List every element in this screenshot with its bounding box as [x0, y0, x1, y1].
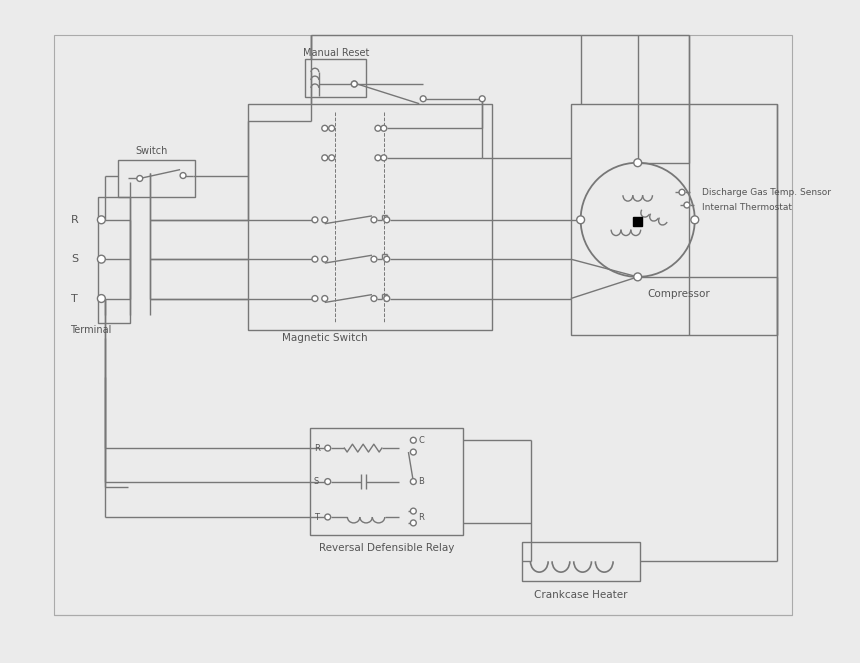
Circle shape — [322, 125, 328, 131]
Circle shape — [352, 81, 357, 87]
Bar — [571, 103, 777, 335]
Circle shape — [381, 155, 387, 160]
Circle shape — [375, 155, 381, 160]
Circle shape — [325, 445, 330, 451]
Circle shape — [312, 217, 318, 223]
Circle shape — [384, 256, 390, 262]
Bar — [310, 428, 463, 535]
Circle shape — [322, 155, 328, 160]
Circle shape — [410, 520, 416, 526]
Circle shape — [322, 256, 328, 262]
Circle shape — [352, 81, 357, 87]
Bar — [118, 160, 195, 197]
Circle shape — [410, 438, 416, 443]
Text: T: T — [71, 294, 77, 304]
Bar — [98, 197, 130, 323]
Circle shape — [180, 172, 186, 178]
Circle shape — [384, 296, 390, 302]
Circle shape — [577, 216, 585, 223]
Circle shape — [410, 479, 416, 485]
Bar — [305, 60, 366, 97]
Circle shape — [97, 294, 105, 302]
Circle shape — [371, 217, 377, 223]
Text: Magnetic Switch: Magnetic Switch — [282, 333, 367, 343]
Circle shape — [384, 217, 390, 223]
Text: Compressor: Compressor — [648, 288, 710, 298]
Text: R: R — [418, 512, 424, 522]
Text: Internal Thermostat: Internal Thermostat — [702, 204, 792, 213]
Circle shape — [329, 125, 335, 131]
Text: S: S — [71, 254, 78, 264]
Circle shape — [684, 202, 690, 208]
Circle shape — [325, 514, 330, 520]
Bar — [633, 217, 642, 225]
Circle shape — [325, 479, 330, 485]
Text: C: C — [418, 436, 424, 445]
Text: Discharge Gas Temp. Sensor: Discharge Gas Temp. Sensor — [702, 188, 831, 197]
Text: Crankcase Heater: Crankcase Heater — [534, 590, 628, 600]
Circle shape — [691, 216, 698, 223]
Bar — [54, 34, 792, 615]
Circle shape — [97, 255, 105, 263]
Circle shape — [371, 256, 377, 262]
Circle shape — [679, 190, 685, 195]
Circle shape — [312, 256, 318, 262]
Bar — [248, 103, 492, 330]
Text: R: R — [71, 215, 78, 225]
Text: Manual Reset: Manual Reset — [304, 48, 370, 58]
Circle shape — [371, 296, 377, 302]
Circle shape — [421, 96, 426, 101]
Circle shape — [479, 96, 485, 101]
Text: Reversal Defensible Relay: Reversal Defensible Relay — [318, 544, 454, 554]
Text: R: R — [314, 444, 320, 453]
Text: S: S — [314, 477, 319, 486]
Circle shape — [381, 125, 387, 131]
Circle shape — [137, 176, 143, 182]
Bar — [521, 542, 640, 581]
Circle shape — [634, 158, 642, 166]
Circle shape — [410, 508, 416, 514]
Circle shape — [634, 273, 642, 281]
Circle shape — [329, 155, 335, 160]
Circle shape — [322, 296, 328, 302]
Circle shape — [322, 217, 328, 223]
Text: Switch: Switch — [136, 146, 169, 156]
Circle shape — [375, 125, 381, 131]
Circle shape — [312, 296, 318, 302]
Text: Terminal: Terminal — [70, 325, 111, 335]
Text: B: B — [418, 477, 424, 486]
Circle shape — [97, 216, 105, 223]
Text: T: T — [314, 512, 319, 522]
Circle shape — [410, 449, 416, 455]
